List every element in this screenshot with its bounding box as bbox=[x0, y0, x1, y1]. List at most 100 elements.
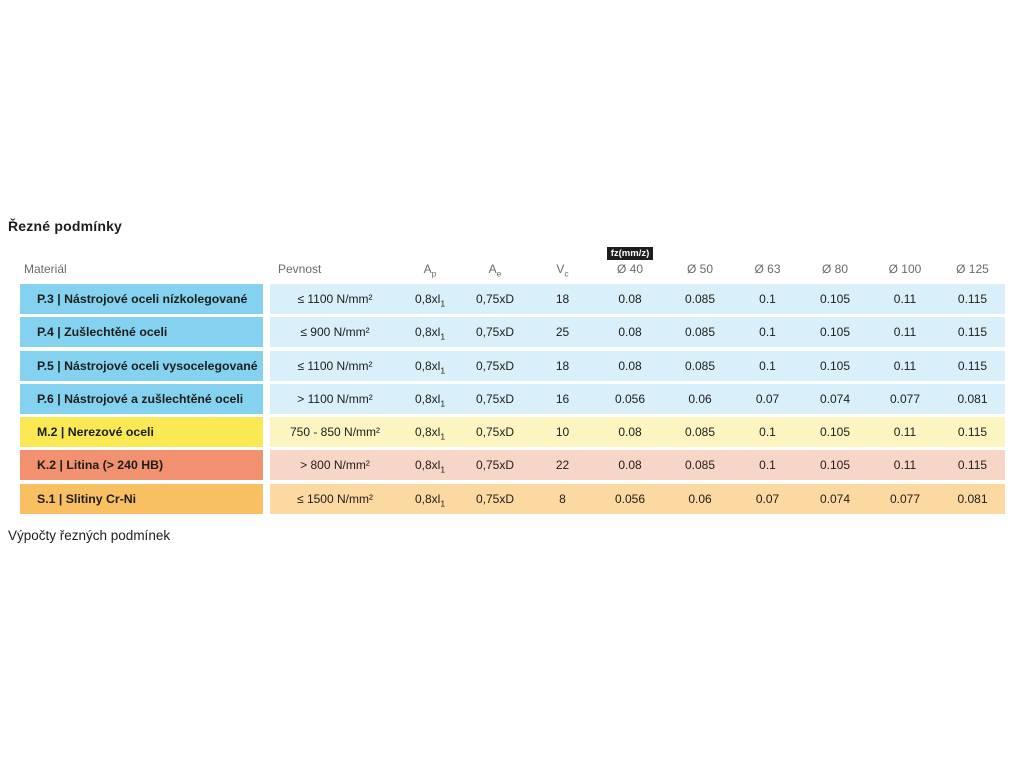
fz-cell: 0.08 bbox=[618, 458, 642, 473]
fz-cell: 0.1 bbox=[759, 325, 776, 340]
fz-cell: 0.11 bbox=[893, 358, 917, 373]
table-body: P.3 | Nástrojové oceli nízkolegované ≤ 1… bbox=[20, 284, 1005, 517]
ae-cell: 0,75xD bbox=[475, 325, 515, 340]
row-band: ≤ 1500 N/mm² 0,8xl1 0,75xD 8 0.056 0.06 … bbox=[270, 483, 1005, 514]
header-cell-pevnost: Pevnost bbox=[278, 262, 322, 276]
table-row: M.2 | Nerezové oceli 750 - 850 N/mm² 0,8… bbox=[20, 417, 1005, 448]
material-cell: P.3 | Nástrojové oceli nízkolegované bbox=[20, 284, 263, 314]
section-heading-calculations: Výpočty řezných podmínek bbox=[8, 528, 171, 543]
material-cell: P.6 | Nástrojové a zušlechtěné oceli bbox=[20, 383, 263, 414]
fz-cell: 0.085 bbox=[684, 325, 716, 340]
ae-cell: 0,75xD bbox=[475, 292, 515, 306]
fz-cell: 0.1 bbox=[759, 425, 776, 440]
fz-cell: 0.077 bbox=[889, 491, 921, 506]
fz-cell: 0.105 bbox=[819, 292, 851, 306]
fz-cell: 0.08 bbox=[618, 325, 642, 340]
fz-cell: 0.105 bbox=[819, 458, 851, 473]
fz-cell: 0.07 bbox=[755, 491, 780, 506]
fz-cell: 0.115 bbox=[957, 458, 988, 473]
table-header-band: Pevnost Ap Ae Vc fz(mm/z) Ø 40 Ø 50 Ø 63… bbox=[270, 247, 1005, 282]
header-cell-diameter-100: Ø 100 bbox=[888, 262, 922, 276]
material-cell: P.4 | Zušlechtěné oceli bbox=[20, 317, 263, 348]
ae-cell: 0,75xD bbox=[475, 491, 515, 506]
vc-cell: 22 bbox=[555, 458, 570, 473]
table-row: P.4 | Zušlechtěné oceli ≤ 900 N/mm² 0,8x… bbox=[20, 317, 1005, 348]
ap-cell: 0,8xl1 bbox=[414, 458, 446, 475]
page-title: Řezné podmínky bbox=[8, 218, 123, 234]
pevnost-cell: > 1100 N/mm² bbox=[297, 391, 373, 406]
header-cell-diameter-63: Ø 63 bbox=[754, 262, 781, 276]
fz-cell: 0.08 bbox=[618, 425, 642, 440]
table-row: P.6 | Nástrojové a zušlechtěné oceli > 1… bbox=[20, 383, 1005, 414]
fz-cell: 0.11 bbox=[893, 425, 917, 440]
header-cell-ap: Ap bbox=[423, 262, 437, 279]
table-row: S.1 | Slitiny Cr-Ni ≤ 1500 N/mm² 0,8xl1 … bbox=[20, 483, 1005, 514]
vc-cell: 16 bbox=[555, 391, 570, 406]
fz-cell: 0.081 bbox=[957, 391, 988, 406]
fz-cell: 0.1 bbox=[759, 292, 776, 306]
header-cell-ae: Ae bbox=[488, 262, 502, 279]
fz-cell: 0.085 bbox=[684, 292, 716, 306]
ap-cell: 0,8xl1 bbox=[414, 358, 446, 375]
table-header-row: Materiál Pevnost Ap Ae Vc fz(mm/z) Ø 40 … bbox=[20, 242, 1005, 282]
vc-cell: 18 bbox=[555, 292, 570, 306]
table-row: P.5 | Nástrojové oceli vysocelegované ≤ … bbox=[20, 350, 1005, 381]
ap-cell: 0,8xl1 bbox=[414, 425, 446, 442]
fz-cell: 0.08 bbox=[618, 358, 642, 373]
fz-cell: 0.077 bbox=[889, 391, 921, 406]
pevnost-cell: 750 - 850 N/mm² bbox=[289, 425, 381, 440]
fz-cell: 0.085 bbox=[684, 458, 716, 473]
table-row: P.3 | Nástrojové oceli nízkolegované ≤ 1… bbox=[20, 284, 1005, 314]
row-band: 750 - 850 N/mm² 0,8xl1 0,75xD 10 0.08 0.… bbox=[270, 417, 1005, 448]
fz-cell: 0.105 bbox=[819, 425, 851, 440]
ae-cell: 0,75xD bbox=[475, 358, 515, 373]
fz-cell: 0.085 bbox=[684, 358, 716, 373]
diameter-label: Ø 40 bbox=[616, 262, 643, 276]
fz-cell: 0.081 bbox=[957, 491, 988, 506]
ae-cell: 0,75xD bbox=[475, 425, 515, 440]
header-cell-diameter-80: Ø 80 bbox=[821, 262, 848, 276]
material-cell: S.1 | Slitiny Cr-Ni bbox=[20, 483, 263, 514]
material-cell: K.2 | Litina (> 240 HB) bbox=[20, 450, 263, 481]
ap-cell: 0,8xl1 bbox=[414, 292, 446, 309]
vc-cell: 25 bbox=[555, 325, 570, 340]
pevnost-cell: ≤ 1500 N/mm² bbox=[297, 491, 373, 506]
vc-cell: 18 bbox=[555, 358, 570, 373]
material-cell: P.5 | Nástrojové oceli vysocelegované bbox=[20, 350, 263, 381]
fz-cell: 0.06 bbox=[688, 391, 712, 406]
fz-cell: 0.115 bbox=[957, 325, 988, 340]
pevnost-cell: ≤ 1100 N/mm² bbox=[297, 358, 373, 373]
fz-cell: 0.1 bbox=[759, 458, 776, 473]
header-cell-material: Materiál bbox=[24, 262, 67, 276]
fz-cell: 0.1 bbox=[759, 358, 776, 373]
fz-cell: 0.08 bbox=[618, 292, 642, 306]
fz-cell: 0.056 bbox=[614, 391, 646, 406]
row-band: > 800 N/mm² 0,8xl1 0,75xD 22 0.08 0.085 … bbox=[270, 450, 1005, 481]
fz-cell: 0.11 bbox=[893, 325, 917, 340]
ap-cell: 0,8xl1 bbox=[414, 391, 446, 409]
pevnost-cell: > 800 N/mm² bbox=[300, 458, 370, 473]
row-band: ≤ 1100 N/mm² 0,8xl1 0,75xD 18 0.08 0.085… bbox=[270, 350, 1005, 381]
header-cell-diameter-40: fz(mm/z) Ø 40 bbox=[595, 247, 665, 282]
fz-cell: 0.115 bbox=[957, 358, 988, 373]
vc-cell: 8 bbox=[559, 491, 566, 506]
fz-cell: 0.06 bbox=[688, 491, 712, 506]
table-row: K.2 | Litina (> 240 HB) > 800 N/mm² 0,8x… bbox=[20, 450, 1005, 481]
fz-cell: 0.07 bbox=[755, 391, 780, 406]
pevnost-cell: ≤ 900 N/mm² bbox=[300, 325, 370, 340]
row-band: ≤ 1100 N/mm² 0,8xl1 0,75xD 18 0.08 0.085… bbox=[270, 284, 1005, 314]
header-cell-diameter-50: Ø 50 bbox=[686, 262, 713, 276]
row-band: > 1100 N/mm² 0,8xl1 0,75xD 16 0.056 0.06… bbox=[270, 383, 1005, 414]
header-cell-vc: Vc bbox=[556, 262, 569, 279]
material-cell: M.2 | Nerezové oceli bbox=[20, 417, 263, 448]
fz-unit-badge: fz(mm/z) bbox=[606, 247, 654, 260]
fz-cell: 0.074 bbox=[819, 391, 851, 406]
header-cell-diameter-125: Ø 125 bbox=[956, 262, 989, 276]
row-band: ≤ 900 N/mm² 0,8xl1 0,75xD 25 0.08 0.085 … bbox=[270, 317, 1005, 348]
fz-cell: 0.105 bbox=[819, 358, 851, 373]
fz-cell: 0.115 bbox=[957, 425, 988, 440]
fz-cell: 0.074 bbox=[819, 491, 851, 506]
ae-cell: 0,75xD bbox=[475, 391, 515, 406]
vc-cell: 10 bbox=[555, 425, 570, 440]
